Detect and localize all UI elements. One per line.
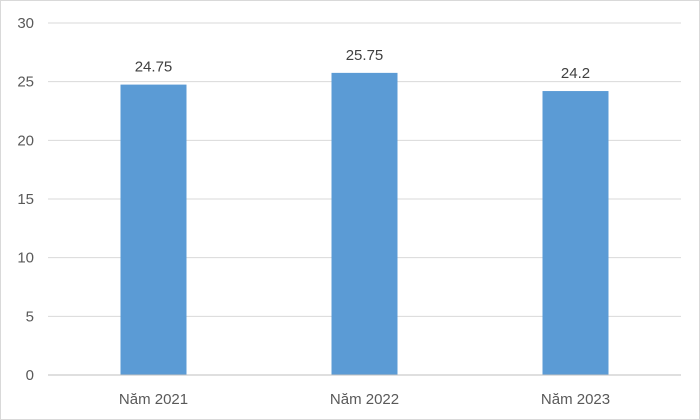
x-axis-tick-labels: Năm 2021 Năm 2022 Năm 2023 — [119, 391, 610, 408]
y-axis-tick-labels: 0 5 10 15 20 25 30 — [17, 15, 34, 384]
bars — [120, 72, 609, 375]
data-labels: 24.75 25.75 24.2 — [135, 47, 590, 82]
y-tick-label: 20 — [17, 132, 34, 149]
x-tick-label: Năm 2021 — [119, 391, 188, 408]
x-tick-label: Năm 2023 — [541, 391, 610, 408]
bar — [120, 84, 187, 375]
y-tick-label: 30 — [17, 15, 34, 32]
y-tick-label: 0 — [26, 367, 34, 384]
y-tick-label: 10 — [17, 250, 34, 267]
y-tick-label: 15 — [17, 191, 34, 208]
data-label: 25.75 — [346, 47, 384, 64]
data-label: 24.75 — [135, 59, 173, 76]
y-tick-label: 25 — [17, 74, 34, 91]
x-tick-label: Năm 2022 — [330, 391, 399, 408]
data-label: 24.2 — [561, 65, 590, 82]
bar — [542, 91, 609, 375]
y-tick-label: 5 — [26, 308, 34, 325]
bar — [331, 72, 398, 375]
